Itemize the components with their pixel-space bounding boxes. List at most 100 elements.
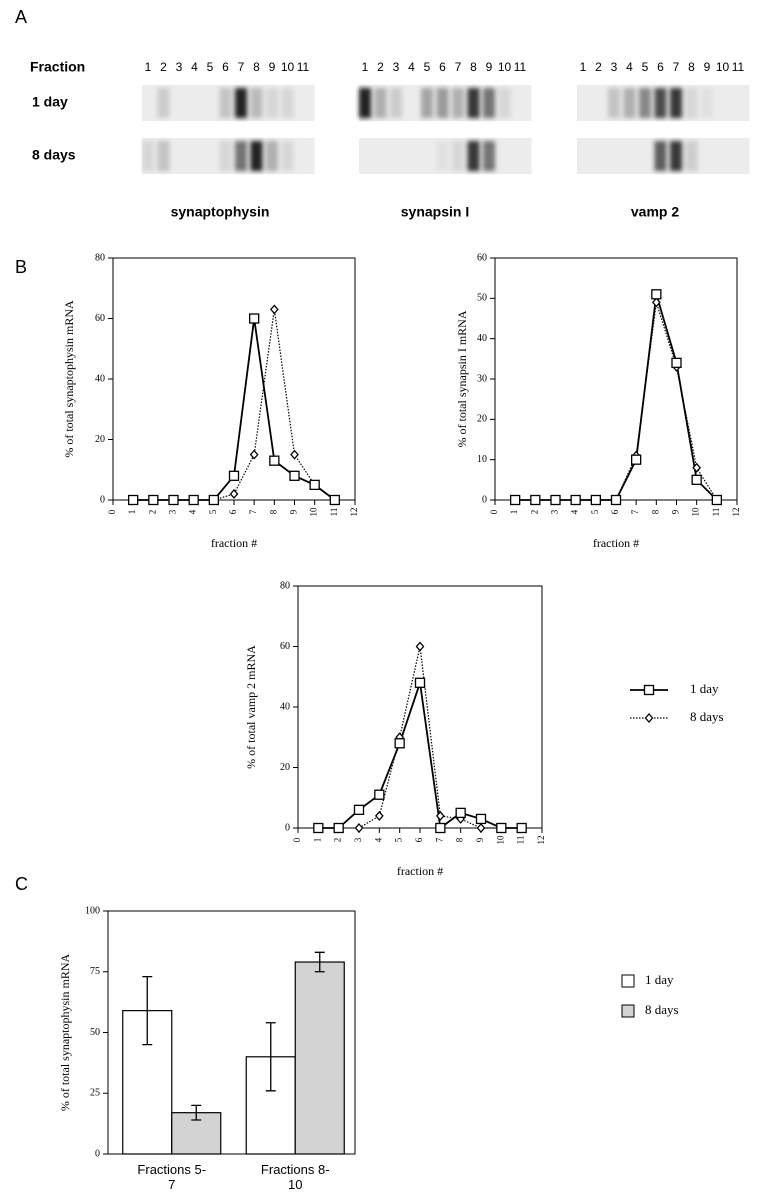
plot-frame	[107, 910, 356, 1155]
blot-band	[452, 88, 464, 118]
marker-square	[631, 454, 642, 465]
y-tick-label: 40	[95, 373, 105, 384]
fraction-number: 2	[595, 60, 602, 74]
fraction-number: 10	[498, 60, 512, 74]
fraction-number: 6	[439, 60, 446, 74]
error-bar	[265, 1022, 276, 1092]
marker-square	[249, 313, 260, 324]
x-tick-label: 4	[373, 837, 383, 842]
blot-band	[250, 88, 263, 118]
blot-band	[390, 88, 402, 118]
fraction-number: 10	[716, 60, 730, 74]
fraction-number: 9	[704, 60, 711, 74]
bar	[171, 1112, 222, 1155]
marker-square	[374, 789, 385, 800]
x-tick-label: 8	[268, 509, 278, 514]
y-tick-label: 80	[280, 580, 290, 591]
blot-band	[685, 141, 698, 171]
gene-label: vamp 2	[631, 204, 679, 220]
x-tick-label: 0	[489, 509, 499, 514]
series-line	[133, 309, 336, 501]
x-tick-label: 5	[394, 837, 404, 842]
series-line	[358, 646, 502, 829]
marker-square	[353, 804, 365, 815]
y-tick-label: 0	[95, 1148, 100, 1159]
fraction-number: 8	[688, 60, 695, 74]
marker-diamond	[692, 462, 702, 473]
fraction-label: Fraction	[30, 59, 85, 75]
x-tick-label: 3	[353, 837, 363, 842]
fraction-number: 11	[514, 60, 527, 74]
marker-square	[496, 822, 507, 834]
marker-square	[128, 494, 139, 506]
blot-band	[498, 88, 511, 118]
marker-square	[435, 822, 446, 834]
y-axis-label: % of total synaptophysin mRNA	[62, 300, 76, 458]
fraction-number: 5	[424, 60, 431, 74]
blot-band	[359, 88, 371, 118]
marker-square	[333, 822, 344, 834]
fraction-number: 7	[673, 60, 680, 74]
x-tick-label: 8	[650, 509, 660, 514]
fraction-number: 3	[611, 60, 618, 74]
fraction-number: 4	[191, 60, 198, 74]
legend-label: 8 days	[645, 1002, 679, 1017]
panel-label: B	[15, 257, 27, 277]
x-tick-label: 12	[349, 508, 359, 517]
marker-square	[313, 822, 324, 834]
marker-diamond	[269, 304, 279, 315]
x-axis-label: fraction #	[397, 864, 443, 878]
blot-band	[219, 141, 232, 171]
x-tick-label: 2	[147, 510, 157, 515]
y-tick-label: 0	[482, 494, 487, 505]
gene-label: synapsin I	[401, 204, 469, 220]
legend-label: 1 day	[690, 681, 719, 696]
y-tick-label: 0	[285, 822, 290, 833]
marker-square	[269, 455, 280, 466]
fraction-number: 6	[657, 60, 664, 74]
y-tick-label: 0	[100, 494, 105, 505]
blot-band	[483, 141, 495, 171]
legend-swatch	[621, 1004, 635, 1018]
fraction-number: 6	[222, 60, 229, 74]
x-tick-label: 11	[329, 508, 339, 517]
x-tick-label: 3	[168, 509, 178, 514]
blot-band	[436, 141, 449, 171]
marker-square	[643, 684, 655, 696]
fraction-number: 7	[238, 60, 245, 74]
blot-band	[436, 88, 449, 118]
fraction-number: 9	[486, 60, 493, 74]
marker-diamond	[354, 823, 364, 833]
gene-label: synaptophysin	[171, 204, 270, 220]
marker-square	[516, 822, 527, 834]
x-tick-label: 5	[590, 509, 600, 514]
marker-square	[228, 470, 240, 481]
blot-band	[235, 88, 247, 118]
marker-square	[530, 494, 541, 506]
y-tick-label: 50	[90, 1027, 100, 1038]
series-line	[318, 682, 522, 830]
x-tick-label: 5	[208, 509, 218, 514]
marker-diamond	[290, 449, 299, 460]
marker-diamond	[229, 488, 239, 499]
x-tick-label: 12	[536, 836, 546, 845]
x-tick-label: 1	[127, 510, 137, 515]
blot-band	[608, 88, 620, 118]
blot-band	[157, 88, 170, 118]
blot-band	[142, 141, 154, 171]
y-axis-label: % of total vamp 2 mRNA	[244, 645, 258, 769]
x-tick-label: 12	[731, 508, 741, 517]
y-tick-label: 80	[95, 252, 105, 263]
marker-diamond	[415, 641, 425, 652]
marker-square	[188, 494, 199, 506]
y-tick-label: 60	[280, 641, 290, 652]
error-bar	[142, 975, 153, 1046]
x-tick-label: 7	[434, 837, 444, 842]
row-label: 1 day	[32, 94, 68, 110]
blot-band	[266, 88, 278, 118]
y-tick-label: 20	[280, 762, 290, 773]
plot-frame	[297, 585, 543, 829]
marker-square	[208, 494, 219, 506]
x-tick-label: 7	[248, 509, 258, 514]
blot-band	[654, 88, 667, 118]
